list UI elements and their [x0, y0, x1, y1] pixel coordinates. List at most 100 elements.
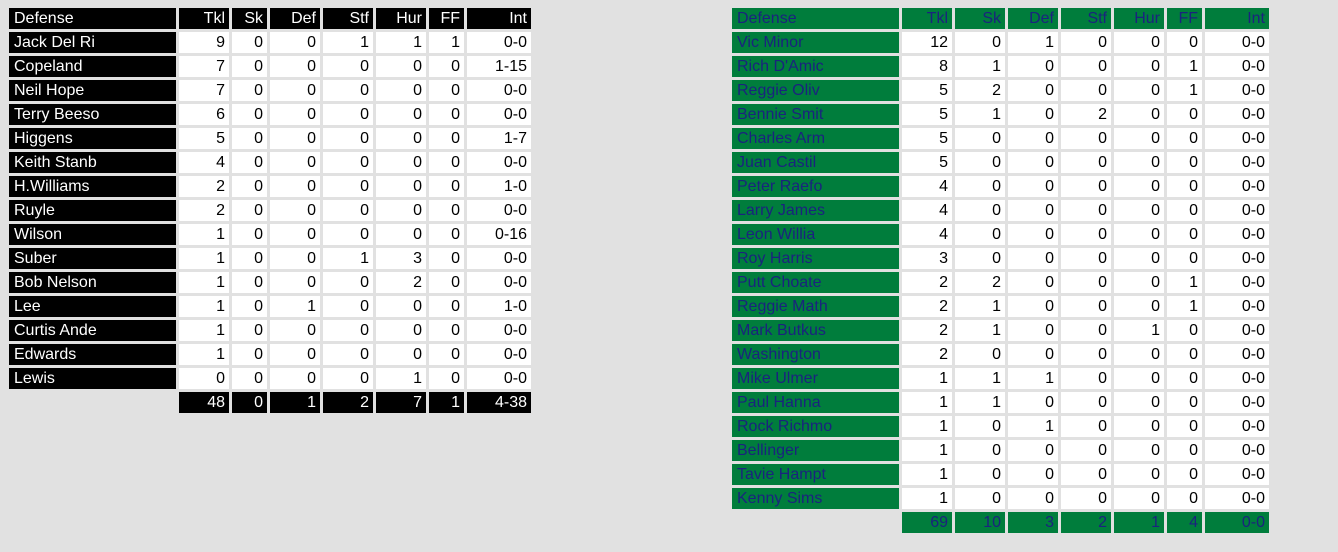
stat-hur: 0: [1114, 248, 1164, 269]
stat-sk: 0: [955, 488, 1005, 509]
player-name: Peter Raefo: [732, 176, 899, 197]
stat-hur: 0: [376, 152, 426, 173]
column-header-defense: Defense: [9, 8, 176, 29]
table-row: Suber 1 0 0 1 3 0 0-0: [9, 248, 531, 269]
total-ff: 1: [429, 392, 464, 413]
column-header-def: Def: [1008, 8, 1058, 29]
column-header-tkl: Tkl: [902, 8, 952, 29]
table-row: Larry James 4 0 0 0 0 0 0-0: [732, 200, 1269, 221]
stat-hur: 0: [1114, 176, 1164, 197]
stat-ff: 0: [1167, 488, 1202, 509]
stat-def: 1: [1008, 368, 1058, 389]
stat-stf: 0: [323, 80, 373, 101]
stat-def: 0: [270, 248, 320, 269]
column-header-ff: FF: [429, 8, 464, 29]
stat-def: 0: [1008, 464, 1058, 485]
table-row: Lee 1 0 1 0 0 0 1-0: [9, 296, 531, 317]
stat-def: 0: [1008, 296, 1058, 317]
stat-sk: 0: [232, 248, 267, 269]
stat-tkl: 9: [179, 32, 229, 53]
stat-stf: 0: [1061, 272, 1111, 293]
stat-hur: 0: [376, 296, 426, 317]
stat-hur: 0: [1114, 56, 1164, 77]
column-header-defense: Defense: [732, 8, 899, 29]
stat-ff: 0: [429, 272, 464, 293]
stat-stf: 0: [323, 224, 373, 245]
stat-def: 1: [1008, 416, 1058, 437]
stat-hur: 0: [376, 344, 426, 365]
stat-int: 0-0: [1205, 56, 1269, 77]
stat-sk: 1: [955, 56, 1005, 77]
stat-int: 0-0: [1205, 488, 1269, 509]
stat-hur: 3: [376, 248, 426, 269]
stat-tkl: 7: [179, 80, 229, 101]
stat-int: 1-15: [467, 56, 531, 77]
player-name: Mark Butkus: [732, 320, 899, 341]
stat-tkl: 1: [902, 464, 952, 485]
stat-sk: 1: [955, 296, 1005, 317]
stat-def: 0: [1008, 104, 1058, 125]
player-name: Rock Richmo: [732, 416, 899, 437]
column-header-ff: FF: [1167, 8, 1202, 29]
table-row: Paul Hanna 1 1 0 0 0 0 0-0: [732, 392, 1269, 413]
player-name: Rich D'Amic: [732, 56, 899, 77]
stat-tkl: 2: [179, 176, 229, 197]
stat-int: 0-0: [1205, 152, 1269, 173]
table-row: Terry Beeso 6 0 0 0 0 0 0-0: [9, 104, 531, 125]
player-name: Vic Minor: [732, 32, 899, 53]
stat-hur: 0: [1114, 368, 1164, 389]
stat-sk: 1: [955, 320, 1005, 341]
stat-tkl: 5: [179, 128, 229, 149]
stat-sk: 0: [232, 320, 267, 341]
stat-sk: 0: [232, 32, 267, 53]
stat-def: 1: [1008, 32, 1058, 53]
stat-sk: 0: [232, 272, 267, 293]
stat-tkl: 1: [179, 272, 229, 293]
stat-def: 0: [1008, 224, 1058, 245]
table-row: Roy Harris 3 0 0 0 0 0 0-0: [732, 248, 1269, 269]
player-name: Leon Willia: [732, 224, 899, 245]
stat-int: 0-0: [1205, 464, 1269, 485]
stat-tkl: 1: [179, 344, 229, 365]
stat-stf: 0: [323, 296, 373, 317]
stat-ff: 0: [1167, 104, 1202, 125]
stat-stf: 0: [1061, 416, 1111, 437]
stat-sk: 0: [232, 368, 267, 389]
right-team-defense-table: Defense Tkl Sk Def Stf Hur FF Int Vic Mi…: [729, 5, 1272, 536]
table-row: Higgens 5 0 0 0 0 0 1-7: [9, 128, 531, 149]
stat-hur: 0: [1114, 200, 1164, 221]
stat-def: 0: [270, 224, 320, 245]
player-name: Putt Choate: [732, 272, 899, 293]
stat-def: 0: [1008, 392, 1058, 413]
player-name: Paul Hanna: [732, 392, 899, 413]
stat-int: 0-0: [1205, 224, 1269, 245]
total-hur: 7: [376, 392, 426, 413]
stat-sk: 0: [955, 464, 1005, 485]
stat-def: 0: [270, 368, 320, 389]
stat-sk: 0: [955, 128, 1005, 149]
table-row: Leon Willia 4 0 0 0 0 0 0-0: [732, 224, 1269, 245]
total-sk: 0: [232, 392, 267, 413]
stat-tkl: 1: [902, 392, 952, 413]
table-header-row: Defense Tkl Sk Def Stf Hur FF Int: [732, 8, 1269, 29]
stat-def: 0: [1008, 440, 1058, 461]
stat-hur: 0: [376, 56, 426, 77]
player-name: Charles Arm: [732, 128, 899, 149]
stat-sk: 0: [232, 128, 267, 149]
stat-tkl: 1: [179, 320, 229, 341]
stat-stf: 0: [1061, 344, 1111, 365]
total-sk: 10: [955, 512, 1005, 533]
total-tkl: 69: [902, 512, 952, 533]
stat-def: 0: [1008, 200, 1058, 221]
stat-ff: 0: [1167, 224, 1202, 245]
stat-ff: 0: [1167, 152, 1202, 173]
stat-def: 0: [270, 152, 320, 173]
stat-tkl: 0: [179, 368, 229, 389]
player-name: Higgens: [9, 128, 176, 149]
stat-ff: 0: [429, 104, 464, 125]
stat-tkl: 5: [902, 152, 952, 173]
stat-tkl: 4: [902, 224, 952, 245]
column-header-def: Def: [270, 8, 320, 29]
stat-tkl: 1: [902, 416, 952, 437]
stat-tkl: 1: [179, 248, 229, 269]
